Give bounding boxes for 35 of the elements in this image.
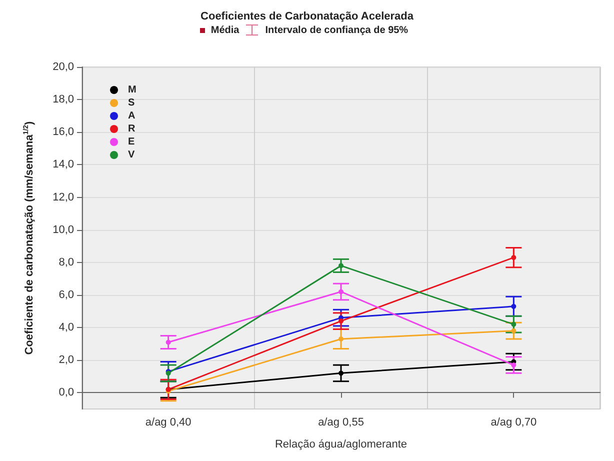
point [511,255,516,260]
legend-label: S [128,98,135,108]
y-tick-label: 18,0 [52,94,74,106]
point [338,289,344,294]
legend-label: A [128,110,136,122]
legend-label: E [128,136,135,148]
point [338,370,344,376]
y-tick-label: 6,0 [58,289,74,301]
legend-label: R [128,124,136,134]
x-axis-title: Relação água/aglomerante [274,438,408,450]
point [511,362,516,368]
y-tick-label: 14,0 [52,158,74,171]
point [511,304,516,309]
y-tick-label: 20,0 [52,61,74,73]
chart-title: Coeficientes de Carbonatação Acelerada [200,10,414,22]
x-tick-label: a/ag 0,55 [318,416,364,428]
legend-label: V [128,150,135,160]
y-tick-label: 2,0 [58,354,74,366]
point [338,336,344,342]
legend-label: M [128,84,136,96]
point [166,340,171,345]
point [338,318,344,324]
text: Intervalo de confiança de 95% [265,24,408,36]
y-tick-label: 16,0 [52,126,74,138]
y-tick-label: 12,0 [52,191,74,204]
x-tick-label: a/ag 0,70 [490,416,537,428]
point [511,328,516,334]
point [511,322,516,327]
text: Média [210,24,240,36]
point [338,263,344,268]
y-tick-label: 0,0 [58,386,74,399]
x-tick-label: a/ag 0,40 [145,416,192,428]
y-tick-label: 8,0 [58,256,74,268]
y-tick-label: 10,0 [52,224,74,236]
y-tick-label: 4,0 [58,322,74,334]
